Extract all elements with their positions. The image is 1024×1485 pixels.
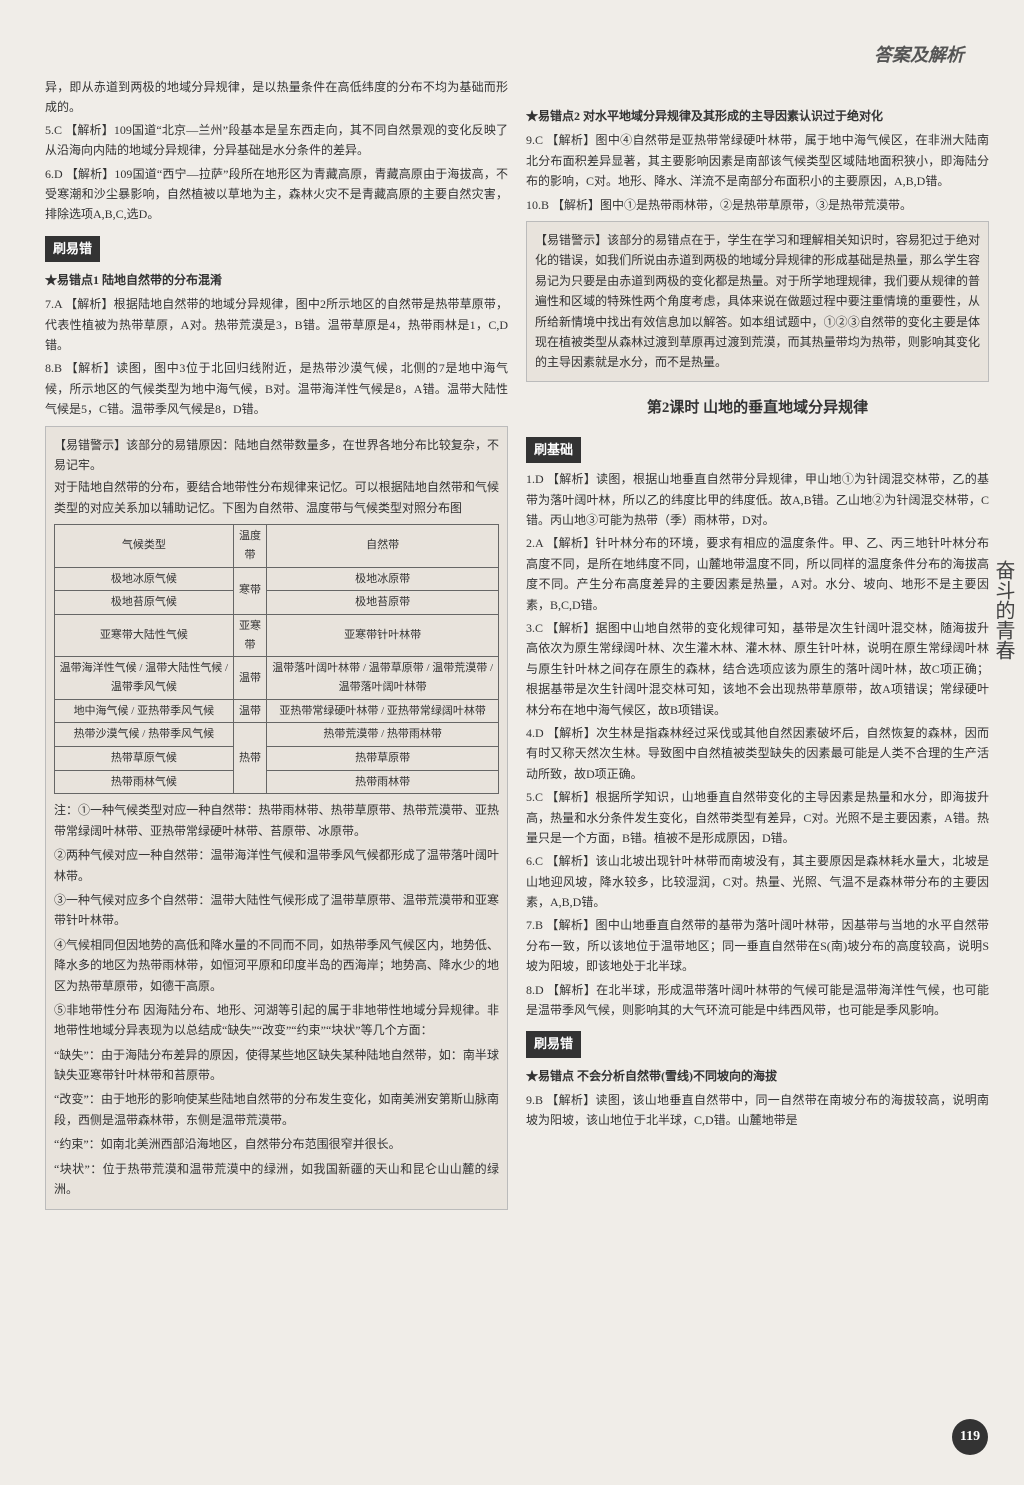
r-item-1: 1.D 【解析】读图，根据山地垂直自然带分异规律，甲山地①为针阔混交林带，乙的基… — [526, 469, 989, 530]
tc: 亚寒带针叶林带 — [267, 614, 499, 656]
item-7: 7.A 【解析】根据陆地自然带的地域分异规律，图中2所示地区的自然带是热带草原带… — [45, 294, 508, 355]
warn-text-3: 【易错警示】该部分的易错点在于，学生在学习和理解相关知识时，容易犯过于绝对化的错… — [535, 230, 980, 373]
tc: 地中海气候 / 亚热带季风气候 — [55, 699, 234, 723]
page-header: 答案及解析 — [874, 40, 964, 71]
warning-box-2: 【易错警示】该部分的易错点在于，学生在学习和理解相关知识时，容易犯过于绝对化的错… — [526, 221, 989, 382]
note-8: “约束”：如南北美洲西部沿海地区，自然带分布范围很窄并很长。 — [54, 1134, 499, 1154]
r-item-6: 6.C 【解析】该山北坡出现针叶林带而南坡没有，其主要原因是森林耗水量大，北坡是… — [526, 851, 989, 912]
tc: 亚寒带 — [233, 614, 267, 656]
th-zone: 温度带 — [233, 525, 267, 567]
error-point-2: ★易错点2 对水平地域分异规律及其形成的主导因素认识过于绝对化 — [526, 106, 989, 126]
item-10: 10.B 【解析】图中①是热带雨林带，②是热带草原带，③是热带荒漠带。 — [526, 195, 989, 215]
note-9: “块状”：位于热带荒漠和温带荒漠中的绿洲，如我国新疆的天山和昆仑山山麓的绿洲。 — [54, 1159, 499, 1200]
tc: 热带沙漠气候 / 热带季风气候 — [55, 723, 234, 747]
tc: 热带雨林气候 — [55, 770, 234, 794]
tc: 热带荒漠带 / 热带雨林带 — [267, 723, 499, 747]
left-column: 异，即从赤道到两极的地域分异规律，是以热量条件在高低纬度的分布不均为基础而形成的… — [45, 40, 508, 1216]
item-8: 8.B 【解析】读图，图中3位于北回归线附近，是热带沙漠气候，北侧的7是地中海气… — [45, 358, 508, 419]
item-5: 5.C 【解析】109国道“北京—兰州”段基本是呈东西走向，其不同自然景观的变化… — [45, 120, 508, 161]
note-1: 注：①一种气候类型对应一种自然带：热带雨林带、热带草原带、热带荒漠带、亚热带常绿… — [54, 800, 499, 841]
note-6: “缺失”：由于海陆分布差异的原因，使得某些地区缺失某种陆地自然带，如：南半球缺失… — [54, 1045, 499, 1086]
tc: 温带海洋性气候 / 温带大陆性气候 / 温带季风气候 — [55, 657, 234, 699]
tc: 寒带 — [233, 567, 267, 614]
tc: 极地苔原气候 — [55, 591, 234, 615]
r-item-5: 5.C 【解析】根据所学知识，山地垂直自然带变化的主导因素是热量和水分，即海拔升… — [526, 787, 989, 848]
note-3: ③一种气候对应多个自然带：温带大陆性气候形成了温带草原带、温带荒漠带和亚寒带针叶… — [54, 890, 499, 931]
r-item-8: 8.D 【解析】在北半球，形成温带落叶阔叶林带的气候可能是温带海洋性气候，也可能… — [526, 980, 989, 1021]
tc: 温带 — [233, 657, 267, 699]
tc: 热带 — [233, 723, 267, 794]
item-9: 9.C 【解析】图中④自然带是亚热带常绿硬叶林带，属于地中海气候区，在非洲大陆南… — [526, 130, 989, 191]
section-tag-errors: 刷易错 — [45, 236, 100, 262]
para-intro: 异，即从赤道到两极的地域分异规律，是以热量条件在高低纬度的分布不均为基础而形成的… — [45, 77, 508, 118]
note-4: ④气候相同但因地势的高低和降水量的不同而不同，如热带季风气候区内，地势低、降水多… — [54, 935, 499, 996]
r-item-4: 4.D 【解析】次生林是指森林经过采伐或其他自然因素破坏后，自然恢复的森林，因而… — [526, 723, 989, 784]
tc: 亚热带常绿硬叶林带 / 亚热带常绿阔叶林带 — [267, 699, 499, 723]
note-5: ⑤非地带性分布 因海陆分布、地形、河湖等引起的属于非地带性地域分异规律。非地带性… — [54, 1000, 499, 1041]
climate-table: 气候类型 温度带 自然带 极地冰原气候寒带极地冰原带 极地苔原气候 极地苔原带 亚… — [54, 524, 499, 794]
tc: 温带落叶阔叶林带 / 温带草原带 / 温带荒漠带 / 温带落叶阔叶林带 — [267, 657, 499, 699]
section-tag-errors-2: 刷易错 — [526, 1031, 581, 1057]
r-item-9: 9.B 【解析】读图，该山地垂直自然带中，同一自然带在南坡分布的海拔较高，说明南… — [526, 1090, 989, 1131]
page-number: 119 — [952, 1419, 988, 1455]
tc: 极地苔原带 — [267, 591, 499, 615]
tc: 热带草原气候 — [55, 747, 234, 771]
tc: 亚寒带大陆性气候 — [55, 614, 234, 656]
side-decoration: 奋斗的青春 — [990, 560, 1020, 660]
th-band: 自然带 — [267, 525, 499, 567]
tc: 极地冰原带 — [267, 567, 499, 591]
r-item-2: 2.A 【解析】针叶林分布的环境，要求有相应的温度条件。甲、乙、丙三地针叶林分布… — [526, 533, 989, 615]
warn-text-2: 对于陆地自然带的分布，要结合地带性分布规律来记忆。可以根据陆地自然带和气候类型的… — [54, 477, 499, 518]
warn-text-1: 【易错警示】该部分的易错原因：陆地自然带数量多，在世界各地分布比较复杂，不易记牢… — [54, 435, 499, 476]
r-item-7: 7.B 【解析】图中山地垂直自然带的基带为落叶阔叶林带，因基带与当地的水平自然带… — [526, 915, 989, 976]
tc: 温带 — [233, 699, 267, 723]
note-2: ②两种气候对应一种自然带：温带海洋性气候和温带季风气候都形成了温带落叶阔叶林带。 — [54, 845, 499, 886]
right-column: ★易错点2 对水平地域分异规律及其形成的主导因素认识过于绝对化 9.C 【解析】… — [526, 40, 989, 1216]
lesson-title: 第2课时 山地的垂直地域分异规律 — [526, 396, 989, 422]
th-climate: 气候类型 — [55, 525, 234, 567]
warning-box-1: 【易错警示】该部分的易错原因：陆地自然带数量多，在世界各地分布比较复杂，不易记牢… — [45, 426, 508, 1211]
error-point-1: ★易错点1 陆地自然带的分布混淆 — [45, 270, 508, 290]
error-point-3: ★易错点 不会分析自然带(雪线)不同坡向的海拔 — [526, 1066, 989, 1086]
r-item-3: 3.C 【解析】据图中山地自然带的变化规律可知，基带是次生针阔叶混交林，随海拔升… — [526, 618, 989, 720]
item-6: 6.D 【解析】109国道“西宁—拉萨”段所在地形区为青藏高原，青藏高原由于海拔… — [45, 164, 508, 225]
note-7: “改变”：由于地形的影响使某些陆地自然带的分布发生变化，如南美洲安第斯山脉南段，… — [54, 1089, 499, 1130]
section-tag-basics: 刷基础 — [526, 437, 581, 463]
table-notes: 注：①一种气候类型对应一种自然带：热带雨林带、热带草原带、热带荒漠带、亚热带常绿… — [54, 800, 499, 1199]
tc: 极地冰原气候 — [55, 567, 234, 591]
tc: 热带草原带 — [267, 747, 499, 771]
tc: 热带雨林带 — [267, 770, 499, 794]
